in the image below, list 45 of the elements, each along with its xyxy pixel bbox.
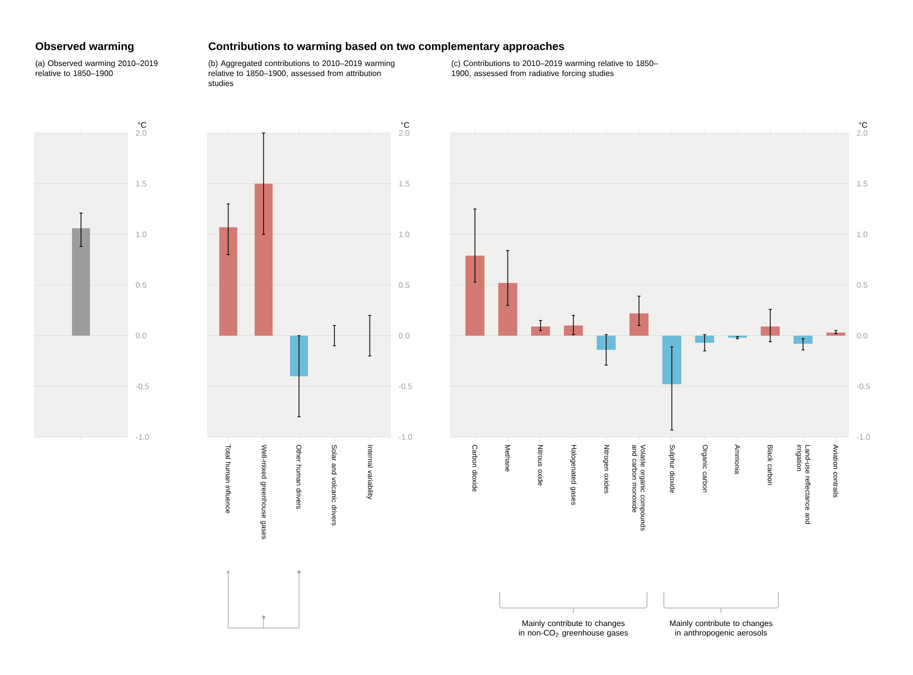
text: Mainly contribute to changes in anthropogenic aerosols [670, 620, 772, 638]
y-axis-title: °C [858, 122, 868, 128]
y-tick-label: 2.0 [136, 130, 146, 136]
y-tick-label: 1.0 [136, 232, 146, 238]
bar [630, 313, 649, 336]
y-tick-label: 1.0 [857, 232, 868, 238]
bar [498, 282, 518, 336]
bar [596, 336, 616, 350]
bar [826, 332, 846, 336]
bar [662, 336, 682, 384]
y-axis-title: °C [138, 122, 146, 128]
text: Mainly contribute to changes in non-CO$_{2}$ greenhouse gases [519, 620, 628, 638]
bar [290, 336, 308, 376]
y-tick-label: 0.0 [136, 332, 146, 338]
bar [794, 336, 813, 344]
y-tick-label: 1.5 [399, 180, 410, 186]
y-tick-label: 0.5 [136, 282, 146, 288]
bar [695, 336, 714, 343]
bar [760, 326, 780, 336]
y-tick-label: 1.0 [399, 232, 410, 238]
y-tick-label: -1.0 [398, 434, 412, 440]
y-tick-label: -1.0 [136, 434, 150, 440]
y-tick-label: 0.5 [856, 282, 868, 288]
bar [465, 256, 484, 336]
chart-subtitle: (b) Aggregated contributions to 2010–2019 warming relative to 1850–1900, assessed from attribution studies [208, 60, 394, 86]
bar [219, 227, 238, 336]
bar [254, 184, 273, 336]
y-tick-label: 1.5 [857, 180, 868, 186]
y-tick-label: 0.5 [398, 282, 410, 288]
y-tick-label: 0.0 [856, 332, 868, 338]
y-tick-label: 2.0 [398, 130, 410, 136]
y-tick-label: -0.5 [136, 384, 149, 390]
y-tick-label: -1.0 [856, 434, 870, 440]
y-tick-label: 2.0 [856, 130, 868, 136]
chart-title: Observed warming [36, 42, 134, 52]
chart-title: Contributions to warming based on two complementary approaches [208, 42, 564, 52]
bar [564, 326, 583, 336]
bar [531, 326, 550, 336]
chart-subtitle: (a) Observed warming 2010–2019 relative to 1850–1900 [36, 60, 158, 76]
chart-subtitle: (c) Contributions to 2010–2019 warming relative to 1850–1900, assessed from radiative forcing studies [452, 60, 658, 78]
y-tick-label: -0.5 [856, 384, 870, 390]
y-tick-label: -0.5 [398, 384, 412, 390]
y-tick-label: 0.0 [398, 332, 410, 338]
y-axis-title: °C [400, 122, 410, 128]
y-tick-label: 1.5 [136, 180, 146, 186]
